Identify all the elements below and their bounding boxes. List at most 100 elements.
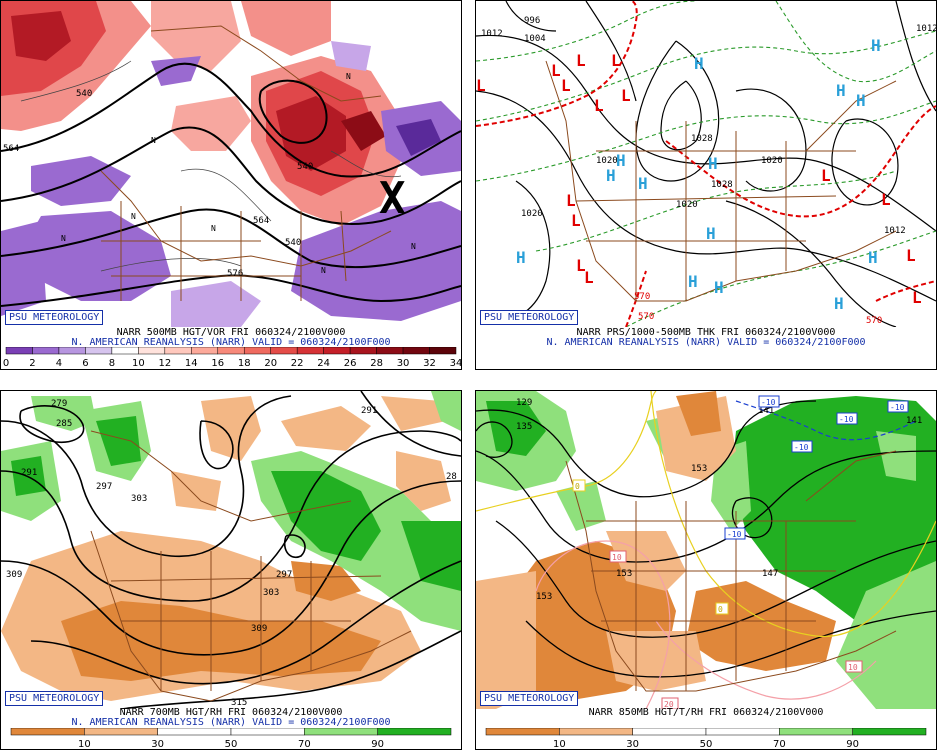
map-subtitle: N. AMERICAN REANALYSIS (NARR) VALID = 06…: [546, 337, 866, 348]
colorbar-segment: [349, 347, 377, 355]
contour-label: 303: [131, 494, 147, 504]
high-pressure-marker: H: [836, 81, 846, 100]
colorbar-segment: [191, 347, 219, 355]
temperature-label: 10: [845, 660, 863, 673]
isobar-label: 996: [524, 16, 540, 26]
high-pressure-marker: H: [871, 36, 881, 55]
low-pressure-marker: L: [566, 191, 576, 210]
colorbar-segment: [230, 728, 305, 736]
thickness-label: 570: [866, 316, 882, 326]
high-pressure-marker: H: [638, 174, 648, 193]
low-pressure-marker: L: [571, 211, 581, 230]
high-pressure-marker: H: [516, 248, 526, 267]
low-pressure-marker: L: [821, 166, 831, 185]
vorticity-map: 564 540 540 564 576 540 N N N N N N N X: [1, 1, 461, 327]
colorbar-segment: [32, 347, 60, 355]
colorbar-tick-label: 24: [317, 358, 330, 369]
colorbar-tick-label: 8: [109, 358, 115, 369]
colorbar-tick-label: 50: [700, 739, 713, 750]
temperature-label: 20: [661, 697, 679, 709]
contour-label: 279: [51, 399, 67, 409]
psu-meteorology-badge: PSU METEOROLOGY: [5, 310, 104, 325]
contour-label: 309: [6, 570, 22, 580]
svg-text:-10: -10: [761, 398, 776, 407]
temperature-label: 10: [609, 550, 627, 563]
colorbar-tick-label: 28: [370, 358, 383, 369]
colorbar-tick-label: 14: [185, 358, 198, 369]
colorbar-tick-label: 4: [56, 358, 62, 369]
colorbar-tick-label: 12: [158, 358, 171, 369]
rh-700mb-map: 279 285 291 297 303 309 297 303 309 315 …: [1, 391, 461, 709]
svg-text:-10: -10: [794, 443, 809, 452]
colorbar-segment: [84, 728, 158, 736]
colorbar-segment: [157, 728, 232, 736]
colorbar-segment: [111, 347, 139, 355]
psu-meteorology-badge: PSU METEOROLOGY: [480, 691, 579, 706]
svg-text:-10: -10: [839, 415, 854, 424]
contour-label: 285: [56, 419, 72, 429]
panel-500mb-vorticity: 564 540 540 564 576 540 N N N N N N N X …: [0, 0, 462, 370]
map-subtitle: N. AMERICAN REANALYSIS (NARR) VALID = 06…: [71, 337, 391, 348]
height-label: 141: [906, 416, 922, 426]
contour-label: 564: [253, 216, 269, 226]
colorbar-tick-label: 22: [291, 358, 304, 369]
low-pressure-marker: L: [576, 256, 586, 275]
colorbar-tick-label: 30: [626, 739, 639, 750]
contour-label: 297: [276, 570, 292, 580]
contour-label: 540: [76, 89, 92, 99]
temp-rh-850mb-map: 129 135 141 141 153 153 153 147 -10 -10 …: [476, 391, 936, 709]
temperature-label: -10: [836, 412, 858, 425]
colorbar-segment: [632, 728, 707, 736]
svg-text:20: 20: [664, 700, 674, 709]
colorbar-tick-label: 6: [82, 358, 88, 369]
colorbar-segment: [243, 347, 271, 355]
colorbar-segment: [377, 728, 452, 736]
isobar-label: 1020: [676, 200, 698, 210]
colorbar-tick-label: 90: [371, 739, 384, 750]
svg-text:0: 0: [718, 605, 723, 614]
panel-sea-level-pressure-thickness: 1012 1004 996 1020 1028 1028 1020 1020 1…: [475, 0, 937, 370]
low-pressure-marker: L: [611, 51, 621, 70]
psu-meteorology-badge: PSU METEOROLOGY: [480, 310, 579, 325]
height-label: 135: [516, 422, 532, 432]
colorbar-tick-label: 18: [238, 358, 251, 369]
colorbar-segment: [852, 728, 927, 736]
isobar-label: 1012: [481, 29, 503, 39]
height-label: 153: [616, 569, 632, 579]
psu-meteorology-badge: PSU METEOROLOGY: [5, 691, 104, 706]
svg-text:10: 10: [848, 663, 858, 672]
isobar-label: 1020: [521, 209, 543, 219]
isobar-label: 1012: [884, 226, 906, 236]
temperature-label: -10: [887, 400, 909, 413]
isobar-label: 1028: [691, 134, 713, 144]
colorbar-segment: [376, 347, 404, 355]
colorbar-segment: [10, 728, 85, 736]
colorbar-tick-label: 16: [211, 358, 224, 369]
colorbar-tick-label: 70: [773, 739, 786, 750]
vorticity-min-marker: N: [151, 136, 156, 145]
contour-label: 303: [263, 588, 279, 598]
low-pressure-marker: L: [551, 61, 561, 80]
isobar-label: 1004: [524, 34, 546, 44]
colorbar-tick-label: 20: [264, 358, 277, 369]
high-pressure-marker: H: [868, 248, 878, 267]
isobar-label: 1020: [596, 156, 618, 166]
height-label: 153: [691, 464, 707, 474]
temperature-label: -10: [724, 527, 746, 540]
low-pressure-marker: L: [912, 288, 922, 307]
colorbar-segment: [296, 347, 324, 355]
colorbar-segment: [559, 728, 633, 736]
colorbar-segment: [304, 728, 378, 736]
low-pressure-marker: L: [561, 76, 571, 95]
high-pressure-marker: H: [694, 54, 704, 73]
colorbar-segment: [58, 347, 86, 355]
svg-text:-10: -10: [890, 403, 905, 412]
rh-colorbar: 10 30 50 70 90: [1, 728, 461, 750]
map-title: NARR 700MB HGT/RH FRI 060324/2100V000: [119, 707, 343, 718]
contour-label: 291: [361, 406, 377, 416]
high-pressure-marker: H: [706, 224, 716, 243]
svg-text:0: 0: [575, 482, 580, 491]
vorticity-min-marker: N: [411, 242, 416, 251]
isobar-label: 1012: [916, 24, 936, 34]
colorbar-tick-label: 10: [553, 739, 566, 750]
